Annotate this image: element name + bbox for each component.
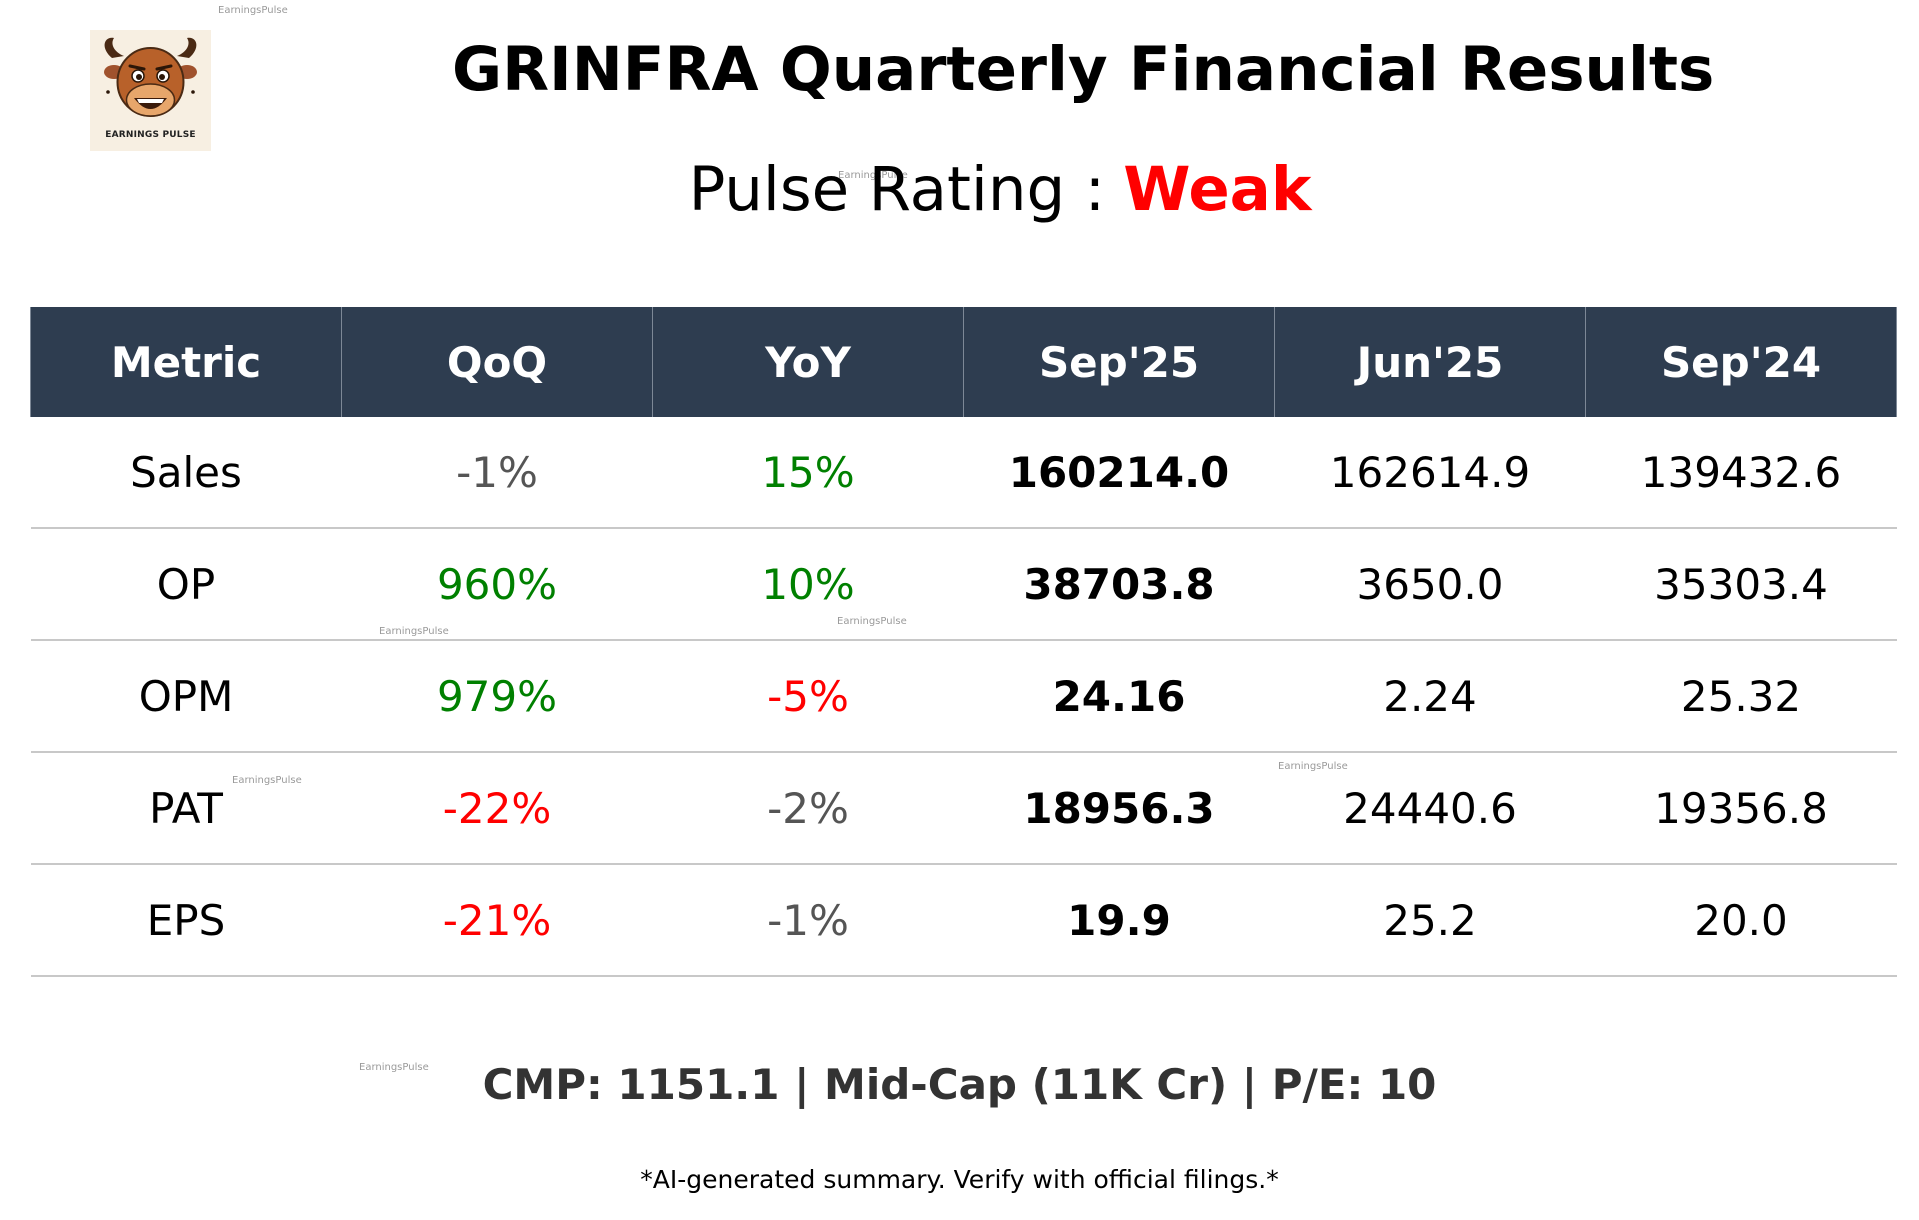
metric-cell: EPS (30, 864, 342, 977)
column-header-jun25: Jun'25 (1274, 307, 1586, 417)
jun25-cell: 3650.0 (1274, 528, 1586, 641)
yoy-cell: 15% (652, 417, 964, 529)
sep24-cell: 25.32 (1585, 640, 1897, 753)
sep25-cell: 19.9 (963, 864, 1275, 977)
bull-mascot-icon (104, 37, 197, 117)
sep25-cell: 18956.3 (963, 752, 1275, 865)
qoq-cell: -1% (341, 417, 653, 529)
jun25-cell: 24440.6 (1274, 752, 1586, 865)
sep24-cell: 19356.8 (1585, 752, 1897, 865)
pulse-rating: Pulse Rating : Weak (600, 152, 1400, 228)
yoy-cell: -1% (652, 864, 964, 977)
market-stats: CMP: 1151.1 | Mid-Cap (11K Cr) | P/E: 10 (482, 1060, 1437, 1109)
sep24-cell: 20.0 (1585, 864, 1897, 977)
metric-cell: OPM (30, 640, 342, 753)
qoq-cell: -22% (341, 752, 653, 865)
earnings-pulse-logo: EARNINGS PULSE (90, 30, 211, 151)
column-header-sep25: Sep'25 (963, 307, 1275, 417)
table-header-row: Metric QoQ YoY Sep'25 Jun'25 Sep'24 (30, 307, 1897, 417)
column-header-sep24: Sep'24 (1585, 307, 1897, 417)
column-header-qoq: QoQ (341, 307, 653, 417)
qoq-cell: -21% (341, 864, 653, 977)
page-title: GRINFRA Quarterly Financial Results (452, 34, 1715, 105)
table-row: Sales -1% 15% 160214.0 162614.9 139432.6 (30, 417, 1897, 529)
sep24-cell: 35303.4 (1585, 528, 1897, 641)
results-table: Metric QoQ YoY Sep'25 Jun'25 Sep'24 Sale… (30, 307, 1897, 977)
table-row: PAT -22% -2% 18956.3 24440.6 19356.8 (30, 752, 1897, 865)
sep24-cell: 139432.6 (1585, 417, 1897, 529)
sep25-cell: 38703.8 (963, 528, 1275, 641)
metric-cell: OP (30, 528, 342, 641)
rating-label: Pulse Rating : (688, 154, 1106, 225)
jun25-cell: 25.2 (1274, 864, 1586, 977)
watermark: EarningsPulse (359, 1062, 429, 1073)
rating-value: Weak (1123, 154, 1312, 225)
metric-cell: Sales (30, 417, 342, 529)
qoq-cell: 979% (341, 640, 653, 753)
watermark: EarningsPulse (218, 5, 288, 16)
sep25-cell: 160214.0 (963, 417, 1275, 529)
metric-cell: PAT (30, 752, 342, 865)
jun25-cell: 162614.9 (1274, 417, 1586, 529)
qoq-cell: 960% (341, 528, 653, 641)
disclaimer: *AI-generated summary. Verify with offic… (640, 1165, 1279, 1194)
column-header-yoy: YoY (652, 307, 964, 417)
jun25-cell: 2.24 (1274, 640, 1586, 753)
watermark: EarningsPulse (838, 170, 908, 181)
table-row: OPM 979% -5% 24.16 2.24 25.32 (30, 640, 1897, 753)
table-row: EPS -21% -1% 19.9 25.2 20.0 (30, 864, 1897, 977)
yoy-cell: 10% (652, 528, 964, 641)
sep25-cell: 24.16 (963, 640, 1275, 753)
yoy-cell: -2% (652, 752, 964, 865)
column-header-metric: Metric (30, 307, 342, 417)
yoy-cell: -5% (652, 640, 964, 753)
logo-text: EARNINGS PULSE (105, 130, 196, 140)
table-row: OP 960% 10% 38703.8 3650.0 35303.4 (30, 528, 1897, 641)
